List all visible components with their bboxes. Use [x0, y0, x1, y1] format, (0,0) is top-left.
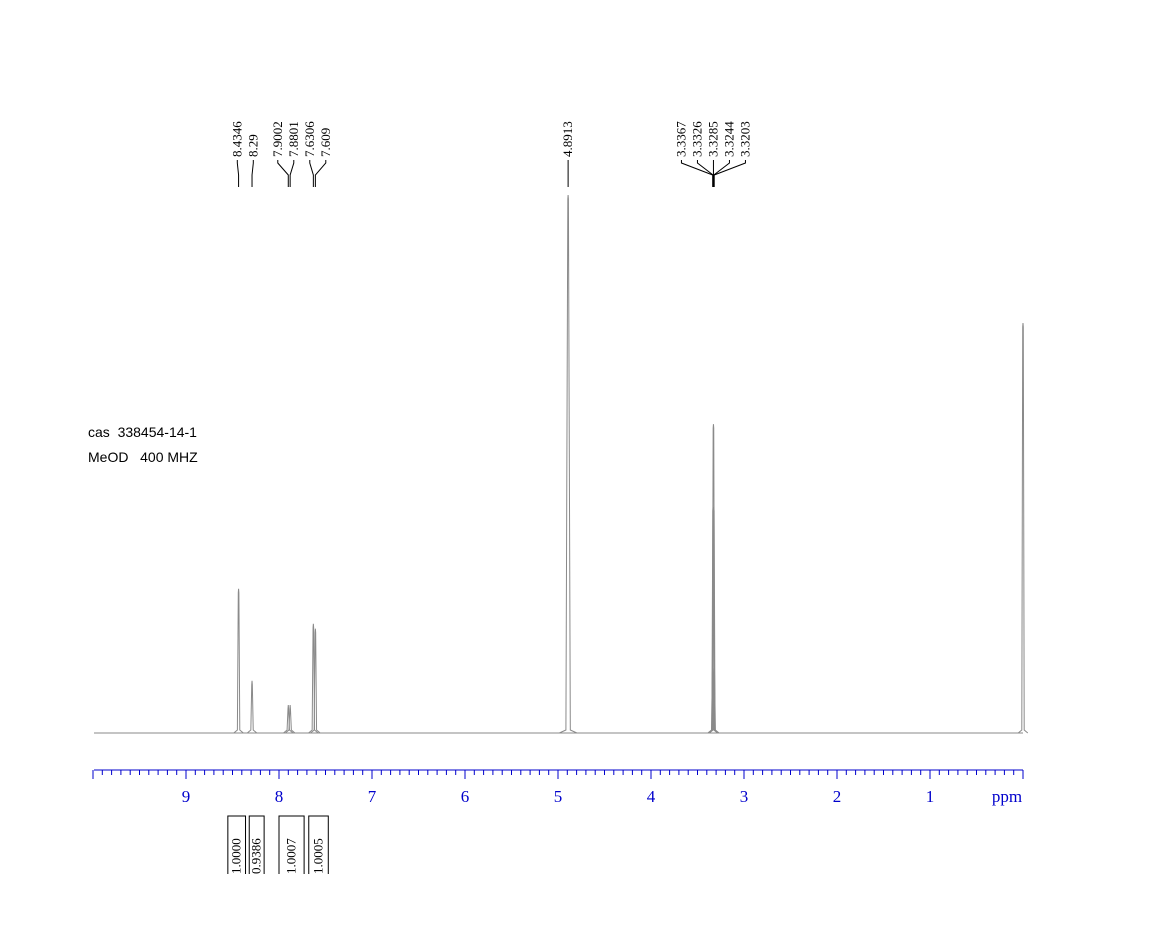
- peak-leader: [309, 160, 314, 187]
- peak-label: 8.4346: [229, 121, 244, 157]
- peak-label: 3.3244: [721, 121, 736, 157]
- peak-label: 7.8801: [286, 121, 301, 157]
- peak-label: 3.3367: [673, 121, 688, 157]
- peak: [1017, 323, 1029, 734]
- peak-leader: [236, 160, 240, 187]
- x-tick-label: 7: [368, 787, 377, 806]
- integral-bracket: [308, 815, 329, 874]
- integral-label: 1.0005: [311, 838, 326, 874]
- peak: [283, 704, 294, 734]
- x-tick-label: 1: [926, 787, 935, 806]
- peak-label: 3.3285: [705, 121, 720, 157]
- integral-bracket: [248, 815, 265, 874]
- peak: [246, 680, 258, 734]
- x-tick-label: 4: [647, 787, 656, 806]
- peak-label: 3.3203: [737, 121, 752, 157]
- peak-label: 8.29: [245, 134, 260, 157]
- x-tick-label: 5: [554, 787, 563, 806]
- integral-label: 1.0000: [229, 838, 244, 874]
- x-tick-label: 3: [740, 787, 749, 806]
- peak: [709, 668, 720, 734]
- peak: [233, 588, 244, 734]
- integral-label: 0.9386: [249, 838, 264, 874]
- x-axis-label: ppm: [992, 787, 1022, 806]
- x-tick-label: 9: [182, 787, 191, 806]
- peak-label: 4.8913: [560, 121, 575, 157]
- peak-leader: [289, 160, 295, 187]
- peak-leader: [713, 160, 746, 187]
- integral-bracket: [227, 815, 247, 874]
- peak: [310, 628, 321, 734]
- peak: [559, 194, 578, 734]
- peak-label: 3.3326: [689, 121, 704, 157]
- x-tick-label: 6: [461, 787, 470, 806]
- annotation: MeOD 400 MHZ: [88, 449, 198, 465]
- peak-leader: [277, 160, 289, 187]
- integral-bracket: [278, 815, 305, 874]
- peak-leader: [314, 160, 327, 187]
- peak-label: 7.9002: [270, 121, 285, 157]
- x-tick-label: 2: [833, 787, 842, 806]
- peak-label: 7.609: [318, 128, 333, 157]
- integral-label: 1.0007: [284, 838, 299, 874]
- x-tick-label: 8: [275, 787, 284, 806]
- annotation: cas 338454-14-1: [88, 424, 197, 440]
- peak-label: 7.6306: [302, 121, 317, 157]
- peak-leader: [251, 160, 254, 187]
- peak: [285, 704, 296, 734]
